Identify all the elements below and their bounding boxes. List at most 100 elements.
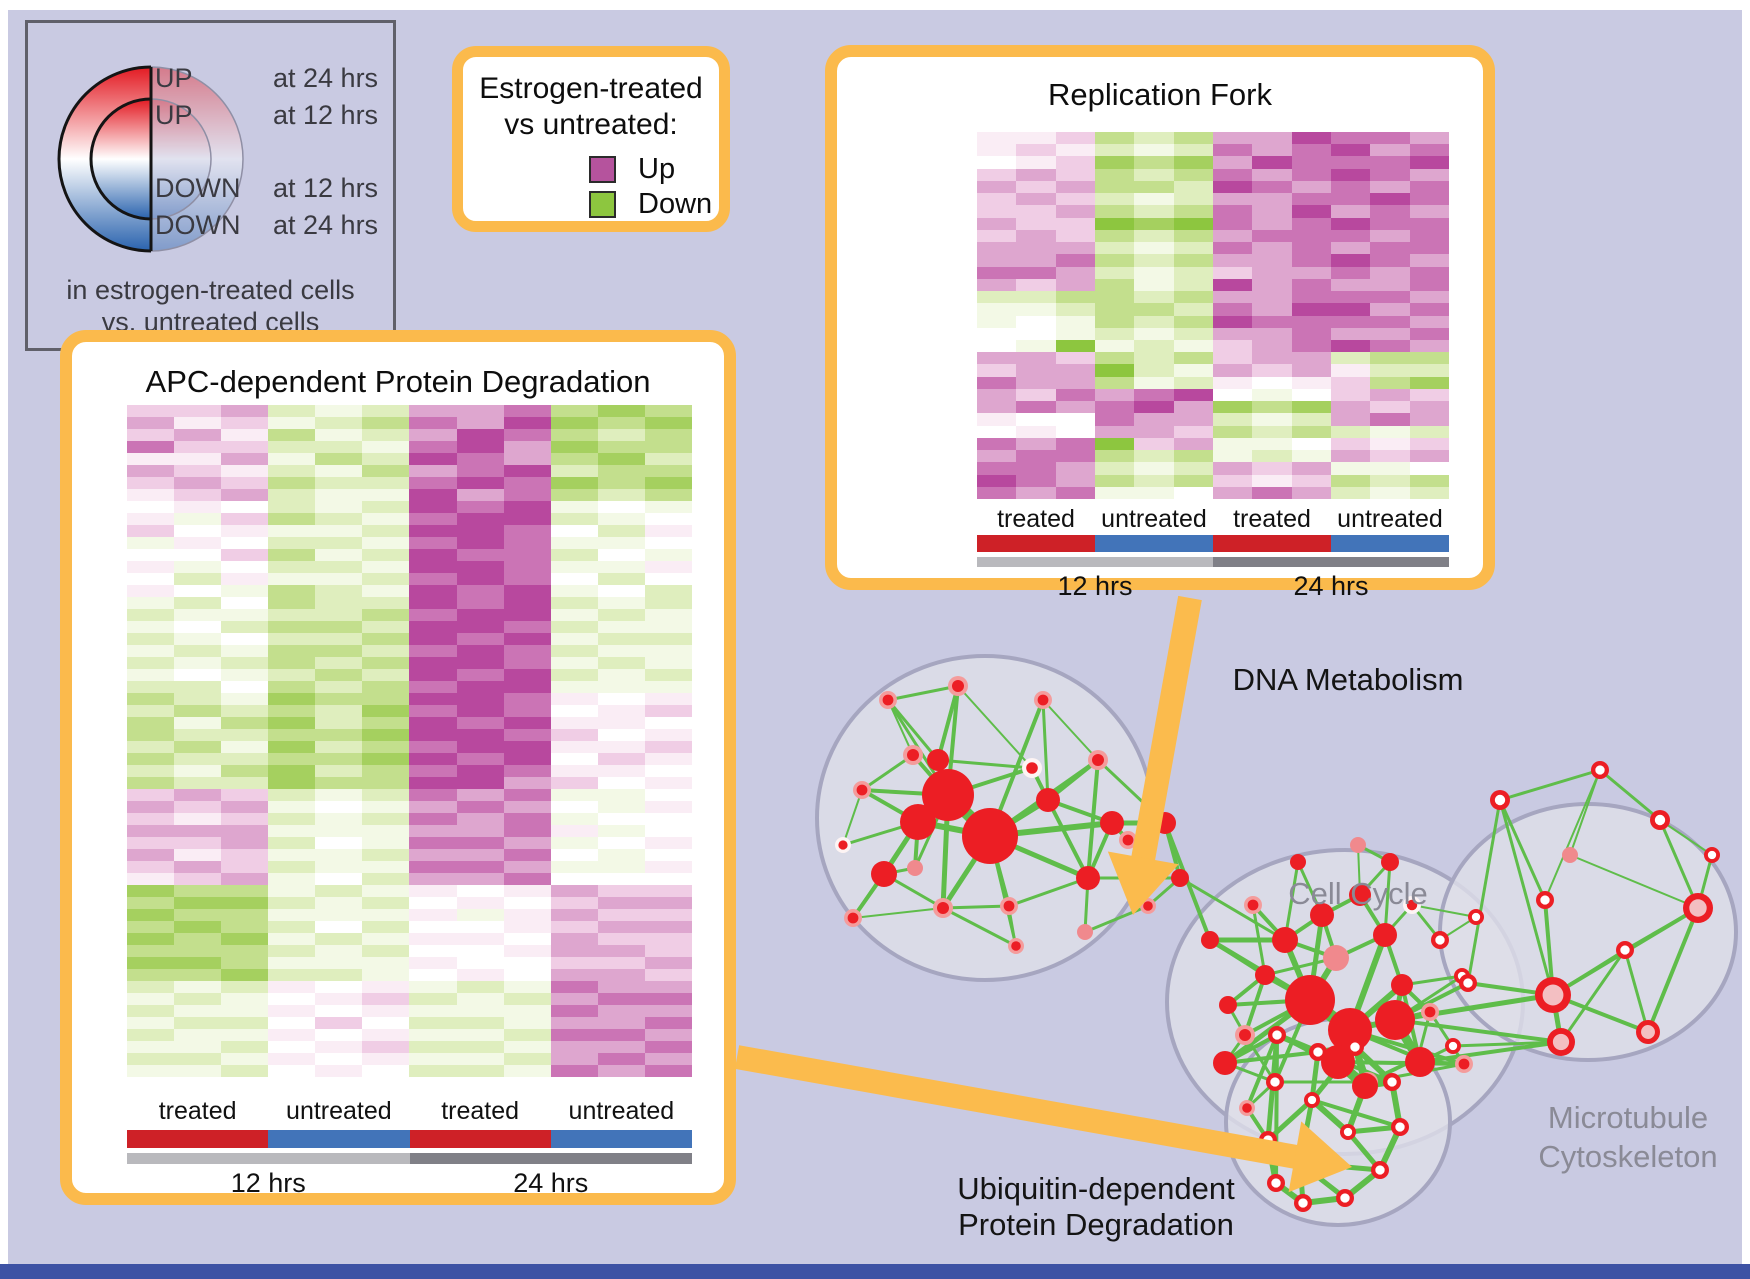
apc-group-treated-12: treated <box>158 1097 237 1125</box>
panel-replication-fork: Replication Fork treated untreated treat… <box>825 45 1495 601</box>
network-edge <box>842 789 863 846</box>
gene-node-donut-core <box>1298 1198 1308 1208</box>
gene-node-solid <box>1352 1073 1378 1099</box>
network-edge <box>1046 798 1090 880</box>
gene-node-ring-core <box>1011 941 1021 951</box>
gene-node-donut-pink-core <box>1689 899 1707 917</box>
network-edge <box>941 904 1011 910</box>
network-edge <box>1383 860 1392 937</box>
gene-node-solid <box>1381 853 1399 871</box>
rf-heatmap-grid <box>977 132 1449 499</box>
gene-node-donut-core <box>1494 794 1506 806</box>
gene-node-pink <box>1350 837 1366 853</box>
gene-node-donut-core <box>1343 1127 1353 1137</box>
gene-node-pink <box>1077 924 1093 940</box>
network-edge <box>1544 769 1601 901</box>
gene-node-ring-core <box>856 784 868 796</box>
apc-time-24hrs: 24 hrs <box>513 1168 589 1198</box>
arrow-head-replication-fork-to-dna <box>1107 851 1179 915</box>
network-edge <box>1223 1050 1320 1065</box>
cell-cycle-label: Cell Cycle <box>1288 876 1428 911</box>
gene-node-white-ring-core <box>1026 762 1038 774</box>
gene-node-solid <box>1373 923 1397 947</box>
network-edge <box>1310 1098 1402 1129</box>
gene-node-ring-core <box>1092 754 1104 766</box>
legend-title-line1: Estrogen-treated <box>479 72 703 105</box>
gene-node-pink <box>1323 945 1349 971</box>
apc-time-12hrs: 12 hrs <box>230 1168 306 1198</box>
network-edge <box>1598 768 1662 822</box>
network-edge <box>1623 948 1650 1034</box>
apc-group-treated-24: treated <box>441 1097 520 1125</box>
gene-node-ring-core <box>1037 694 1049 706</box>
gene-node-solid <box>1285 975 1335 1025</box>
gene-node-donut-core <box>1350 1042 1360 1052</box>
gene-node-solid <box>900 804 936 840</box>
gene-node-ring-core <box>1247 899 1259 911</box>
network-edge <box>941 906 1018 948</box>
legend-title: Estrogen-treated vs untreated: <box>463 71 719 143</box>
network-edge <box>1659 819 1713 856</box>
rf-time-bar <box>977 557 1449 567</box>
gene-node-ring-core <box>1143 901 1153 911</box>
gene-node-donut-core <box>1595 765 1605 775</box>
gene-node-ring-core <box>952 680 964 692</box>
legend-dir-up-24: UP <box>155 63 193 93</box>
rf-time-12hrs: 12 hrs <box>1057 571 1133 601</box>
network-edge <box>1498 798 1547 902</box>
gene-node-donut-core <box>1463 978 1473 988</box>
rf-condition-bar <box>977 535 1449 552</box>
network-edge <box>1392 992 1556 1023</box>
network-edge <box>936 684 960 762</box>
gene-node-ring-core <box>1424 1006 1436 1018</box>
network-edge <box>1245 1033 1279 1110</box>
network-edge <box>1498 768 1602 802</box>
gene-node-ring-core <box>1458 1058 1470 1070</box>
gene-node-white-ring-core <box>1406 899 1418 911</box>
gene-node-solid <box>1391 974 1413 996</box>
rf-group-treated-12: treated <box>997 505 1075 533</box>
gene-node-ring-core <box>847 912 859 924</box>
gene-node-donut-core <box>1654 814 1666 826</box>
gene-node-solid <box>1100 811 1124 835</box>
network-edge <box>1041 698 1050 802</box>
gene-node-donut-core <box>1387 1077 1397 1087</box>
gene-node-solid <box>1349 884 1371 906</box>
dna-metabolism-label: DNA Metabolism <box>1232 662 1464 697</box>
gene-node-donut-core <box>1395 1122 1405 1132</box>
arrow-shaft-replication-fork-to-dna <box>1130 595 1202 864</box>
gene-node-donut-core <box>1270 1077 1280 1087</box>
network-edge <box>1646 906 1700 1034</box>
up-down-color-legend: Estrogen-treated vs untreated: Up Down <box>452 46 730 232</box>
legend-time-12: at 12 hrs <box>273 100 379 130</box>
down-swatch-icon <box>589 191 616 218</box>
gene-node-solid <box>1375 1000 1415 1040</box>
gene-node-solid <box>1255 965 1275 985</box>
gene-node-ring-core <box>1239 1029 1251 1041</box>
gene-node-ring-core <box>1122 834 1134 846</box>
network-edge <box>1569 854 1699 909</box>
gene-node-donut-core <box>1448 1041 1458 1051</box>
apc-panel-title: APC-dependent Protein Degradation <box>145 364 651 399</box>
ubiquitin-label-line1: Ubiquitin-dependent <box>957 1171 1235 1206</box>
apc-time-labels: 12 hrs 24 hrs <box>127 1168 692 1199</box>
network-edge <box>1451 1040 1563 1048</box>
gene-node-pink <box>1562 847 1578 863</box>
arrow-shaft-apc-to-ubiquitin <box>734 1045 1301 1170</box>
gene-node-solid <box>1076 866 1100 890</box>
gene-node-ring-core <box>1003 900 1015 912</box>
network-edge <box>957 685 1033 769</box>
down-label: Down <box>638 188 713 220</box>
gene-node-ring-core <box>882 694 894 706</box>
gene-node-donut-core <box>1272 1030 1282 1040</box>
gene-node-solid <box>1272 927 1298 953</box>
gene-node-solid <box>927 749 949 771</box>
gene-node-solid <box>1171 869 1189 887</box>
gene-node-ring-core <box>937 902 949 914</box>
gene-node-solid <box>1405 1047 1435 1077</box>
network-edge <box>1083 904 1150 934</box>
gene-node-donut-core <box>1707 850 1717 860</box>
gene-node-donut-core <box>1620 945 1630 955</box>
gene-node-solid <box>962 808 1018 864</box>
